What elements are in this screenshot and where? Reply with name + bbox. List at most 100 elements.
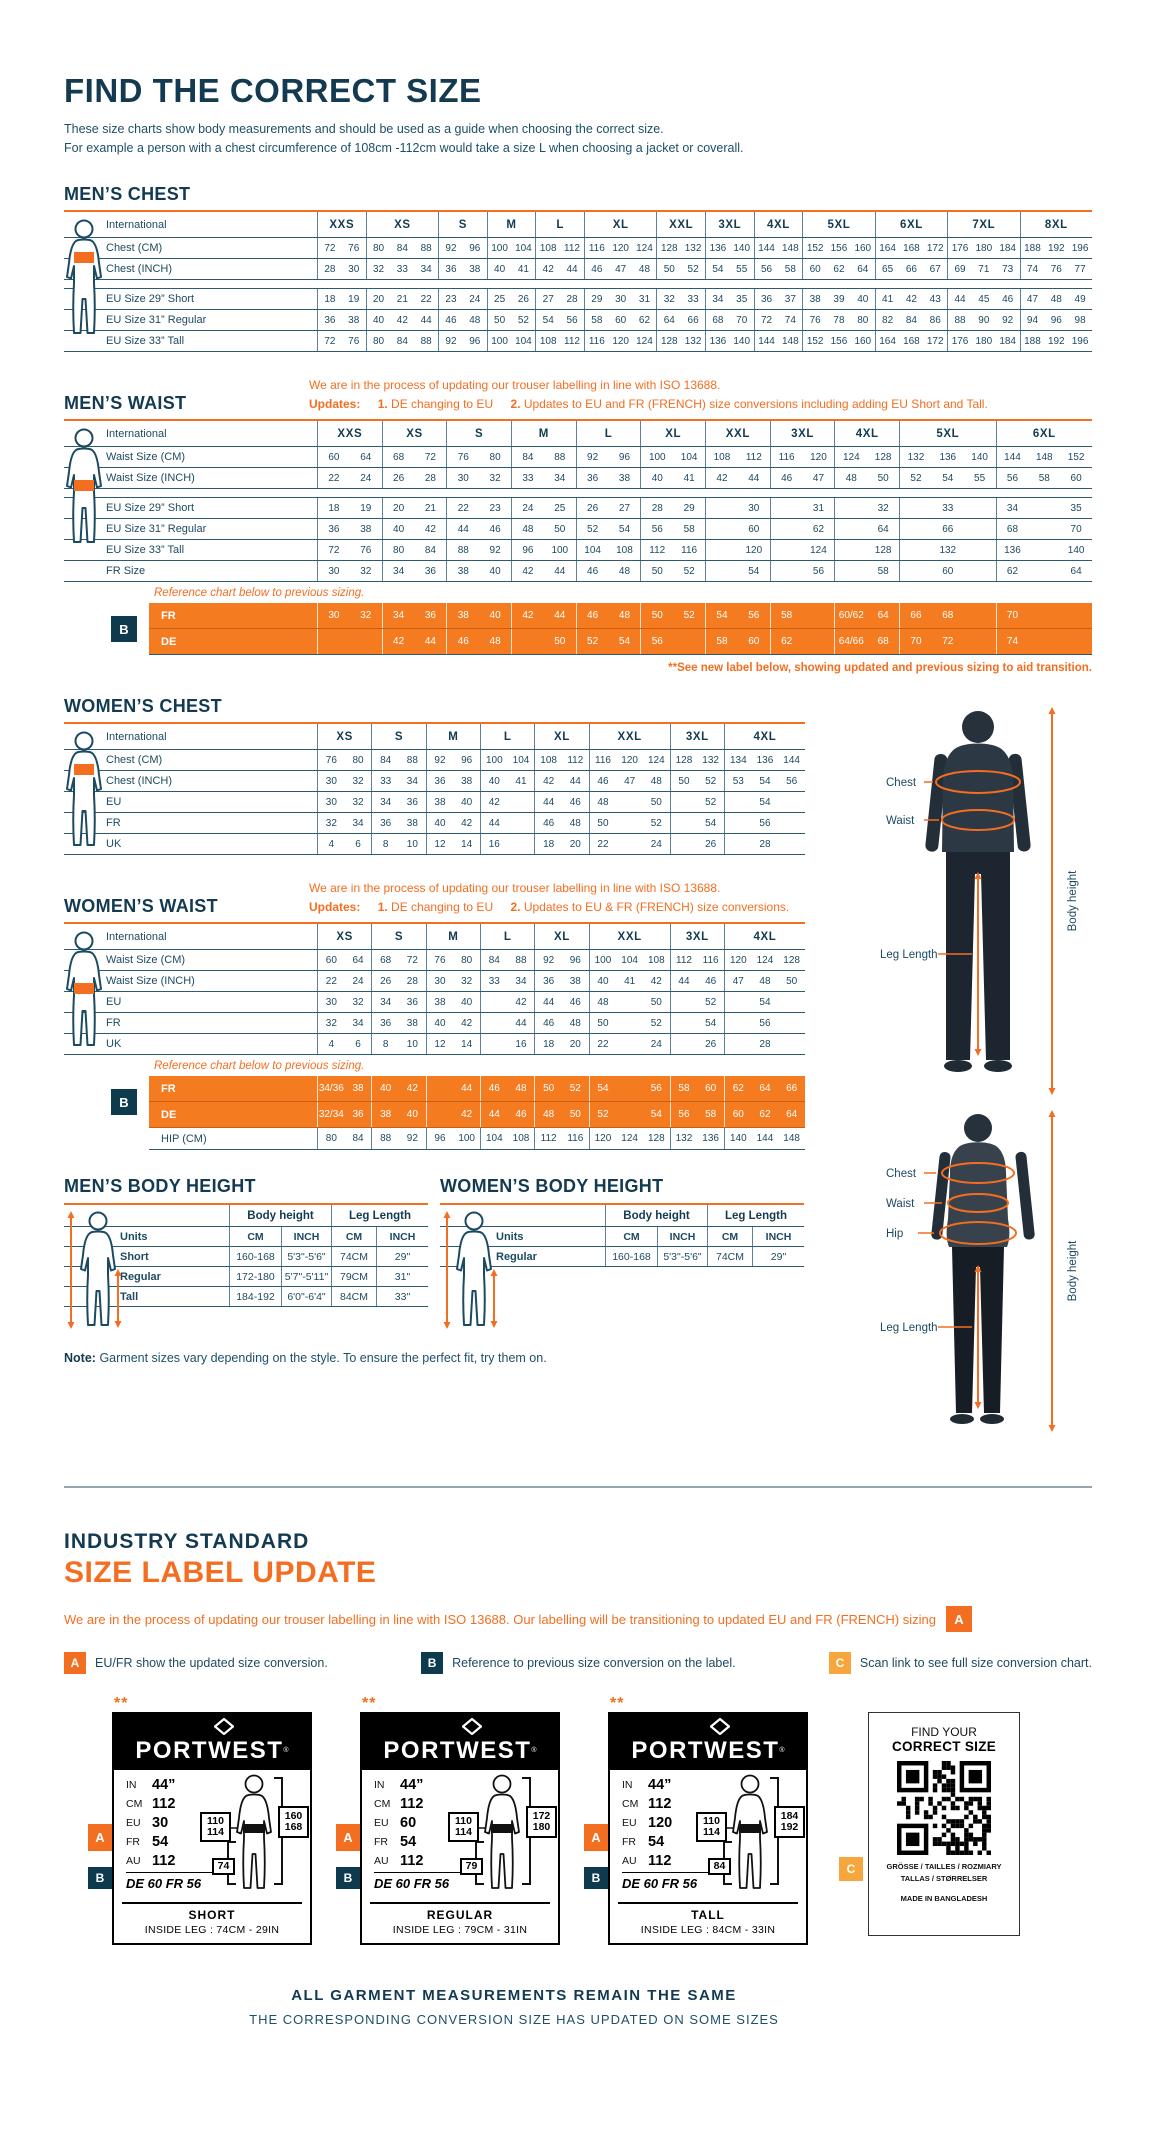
cell-value: 46 (569, 796, 581, 808)
cell-value: 16 (515, 1038, 527, 1050)
cell-value: 128 (675, 754, 693, 766)
cell-value: 50 (650, 796, 662, 808)
cell-value: 24 (360, 472, 372, 484)
cell-value: 108 (616, 544, 633, 556)
cell-value: M (506, 218, 517, 231)
cell-value: 22 (597, 838, 609, 850)
cell-value: 116 (567, 1133, 584, 1144)
womens-body-height-section: WOMEN’S BODY HEIGHT Body height Leg Lengt… (440, 1176, 804, 1329)
cell: Units (120, 1230, 148, 1243)
cell-value: 60 (732, 1109, 744, 1120)
male-chest-figure-icon (66, 219, 102, 334)
cell-value: 120 (810, 451, 827, 463)
table-cell: 80 84 (381, 540, 447, 560)
table-cell: 112 116 (640, 540, 705, 560)
cell-value: 40 (651, 472, 663, 484)
column-header: XXL (588, 724, 670, 749)
table-cell: 94 96 98 (1019, 310, 1092, 330)
table-cell: 120 124 128 (588, 1128, 670, 1149)
cell-value: 18 (543, 838, 555, 850)
table-cell: 36 38 (371, 1013, 425, 1033)
table-cell: 128 132 (669, 750, 724, 770)
table-cell: 40 42 (425, 813, 480, 833)
table-row: Regular 160-168 5'3"-5'6" 74CM 29" (440, 1247, 804, 1267)
cell-value: XS (336, 730, 353, 743)
cell-value: 36 (424, 565, 436, 577)
cell-value: 76 (348, 335, 360, 347)
cell-value: 46 (457, 636, 469, 647)
table-cell: 30 32 (446, 468, 511, 488)
cell-value: 32 (489, 472, 501, 484)
cell-value: 48 (515, 1083, 527, 1094)
cell-value: 3XL (685, 930, 709, 943)
table-cell: 20 21 (381, 498, 447, 518)
cell-value: 84 (488, 954, 500, 966)
table-cell: 34 36 (381, 603, 447, 628)
cell-value: 58 (1038, 472, 1050, 484)
legend-text-a: EU/FR show the updated size conversion. (95, 1656, 328, 1670)
cell-value: 30 (748, 502, 760, 514)
previous-size-row: DE 60 FR 56 (622, 1876, 698, 1891)
cell-value: 46 (543, 817, 555, 829)
table-cell: 30 32 (425, 971, 480, 991)
table-cell: 46 48 (446, 629, 511, 654)
cell-value: 68 (712, 314, 724, 326)
cell-value: 60 (1070, 472, 1082, 484)
cell: Leg Length (707, 1205, 804, 1226)
cell-value: 19 (348, 293, 360, 305)
cell-value: 46 (705, 975, 717, 987)
table-cell: 58 60 (669, 1076, 724, 1101)
portwest-label: PORTWEST® IN 44” CM 112 EU 60 FR 54 AU 112 DE… (360, 1712, 560, 1945)
cell-value: 74 (784, 314, 796, 326)
cell-value: 88 (380, 1133, 392, 1144)
cell-value: 48 (650, 775, 662, 787)
cell-value: 44 (543, 996, 555, 1008)
column-header: M (425, 724, 480, 749)
table-cell: 116 120 124 (583, 238, 656, 258)
measure-key: FR (374, 1835, 388, 1848)
cell-value: 36 (424, 610, 436, 621)
female-silhouette (931, 1114, 1035, 1424)
mens-chest-section: MEN’S CHEST International XXS XS S M L XL XXL 3X… (64, 184, 1093, 352)
cell-value: 72 (324, 242, 336, 254)
cell: Leg Length (331, 1205, 428, 1226)
table-cell: 128 (834, 540, 899, 560)
table-cell: 116 120 124 (583, 331, 656, 351)
cell-value: 80 (393, 544, 405, 556)
cell-value: 64 (360, 451, 372, 463)
table-cell: 48 50 (834, 468, 899, 488)
womens-waist-head: WOMEN’S WAIST We are in the process of u… (64, 873, 844, 917)
cell-value: 96 (618, 451, 631, 463)
table-cell: 108 112 (535, 331, 584, 351)
table-cell: 48 50 (534, 1102, 588, 1127)
cell-value: 60 (748, 636, 760, 647)
cell-value: 180 (975, 335, 993, 347)
cell-value: 50 (543, 1083, 555, 1094)
cell-value: 52 (705, 796, 717, 808)
cell-value: 38 (457, 610, 469, 621)
table-cell: 30 (705, 498, 770, 518)
cell-value: 70 (736, 314, 748, 326)
cell-value: 38 (809, 293, 821, 305)
table-row: Chest (CM) 76 80 84 88 92 96 100 104 108 112 116 120… (64, 750, 805, 771)
measure-key: CM (374, 1797, 391, 1810)
table-row: Waist Size (CM) 60 64 68 72 76 80 84 88 92 96 100 10… (64, 447, 1092, 468)
cell-value: 42 (522, 565, 534, 577)
table-cell: 72 74 (753, 310, 803, 330)
measure-value: 112 (648, 1852, 672, 1869)
mens-waist-heading: MEN’S WAIST (64, 393, 187, 413)
table-cell: 132 136 140 (899, 447, 996, 467)
womens-waist-table: International XS S M L XL XXL 3XL 4XL Waist Size … (64, 924, 805, 1055)
cell-value: 56 (566, 314, 578, 326)
cell-value: 4XL (753, 730, 777, 743)
cell-value: 12 (434, 838, 446, 850)
measure-value: 112 (152, 1852, 176, 1869)
cell-value: 128 (647, 1133, 665, 1144)
cell-value: 80 (352, 754, 364, 766)
cell-value: 60 (615, 314, 627, 326)
cell-value: 34 (554, 472, 566, 484)
column-header: XS (317, 724, 371, 749)
column-header: M (425, 924, 480, 949)
cell-value: 40 (434, 1017, 446, 1029)
table-cell: 108 112 (535, 238, 584, 258)
